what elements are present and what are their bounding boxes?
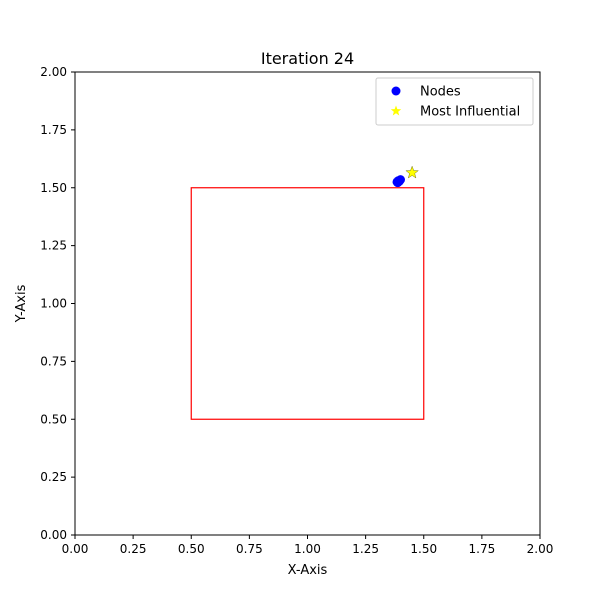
y-axis-label: Y-Axis [14,284,29,323]
x-tick-label: 0.25 [120,542,147,556]
y-tick-label: 1.50 [40,181,67,195]
y-tick-label: 0.75 [40,354,67,368]
legend: Nodes Most Influential [375,77,534,126]
x-tick-label: 0.50 [178,542,205,556]
x-tick-label: 1.25 [352,542,379,556]
y-tick-label: 1.00 [40,297,67,311]
series-nodes [392,175,405,188]
y-tick-label: 0.25 [40,470,67,484]
y-tick-label: 0.50 [40,412,67,426]
x-tick-label: 2.00 [527,542,554,556]
plot-frame [74,71,541,536]
y-tick-label: 0.00 [40,528,67,542]
y-tick-label: 1.75 [40,123,67,137]
legend-circle-icon [391,86,401,96]
x-axis-ticks: 0.00 0.25 0.50 0.75 1.00 1.25 1.50 1.75 2.00 [62,535,554,556]
node-point [393,178,403,188]
legend-label: Most Influential [420,105,520,120]
plot-area [190,165,425,420]
x-tick-label: 1.00 [294,542,321,556]
y-axis-ticks: 0.00 0.25 0.50 0.75 1.00 1.25 1.50 1.75 2.00 [40,65,75,542]
y-tick-label: 2.00 [40,65,67,79]
legend-label: Nodes [420,85,461,100]
x-tick-label: 0.00 [62,542,89,556]
x-axis-label: X-Axis [288,563,328,578]
region-rectangle [190,187,425,420]
series-most-influential [405,165,419,179]
most-influential-point [405,165,419,179]
x-tick-label: 1.50 [410,542,437,556]
legend-star-icon [390,105,402,116]
x-tick-label: 1.75 [469,542,496,556]
legend-item: Most Influential [390,105,520,120]
legend-box [375,77,534,126]
legend-item: Nodes [391,85,461,100]
y-tick-label: 1.25 [40,239,67,253]
chart-title: Iteration 24 [261,49,354,68]
legend-items: Nodes Most Influential [390,85,520,120]
x-tick-label: 0.75 [236,542,263,556]
